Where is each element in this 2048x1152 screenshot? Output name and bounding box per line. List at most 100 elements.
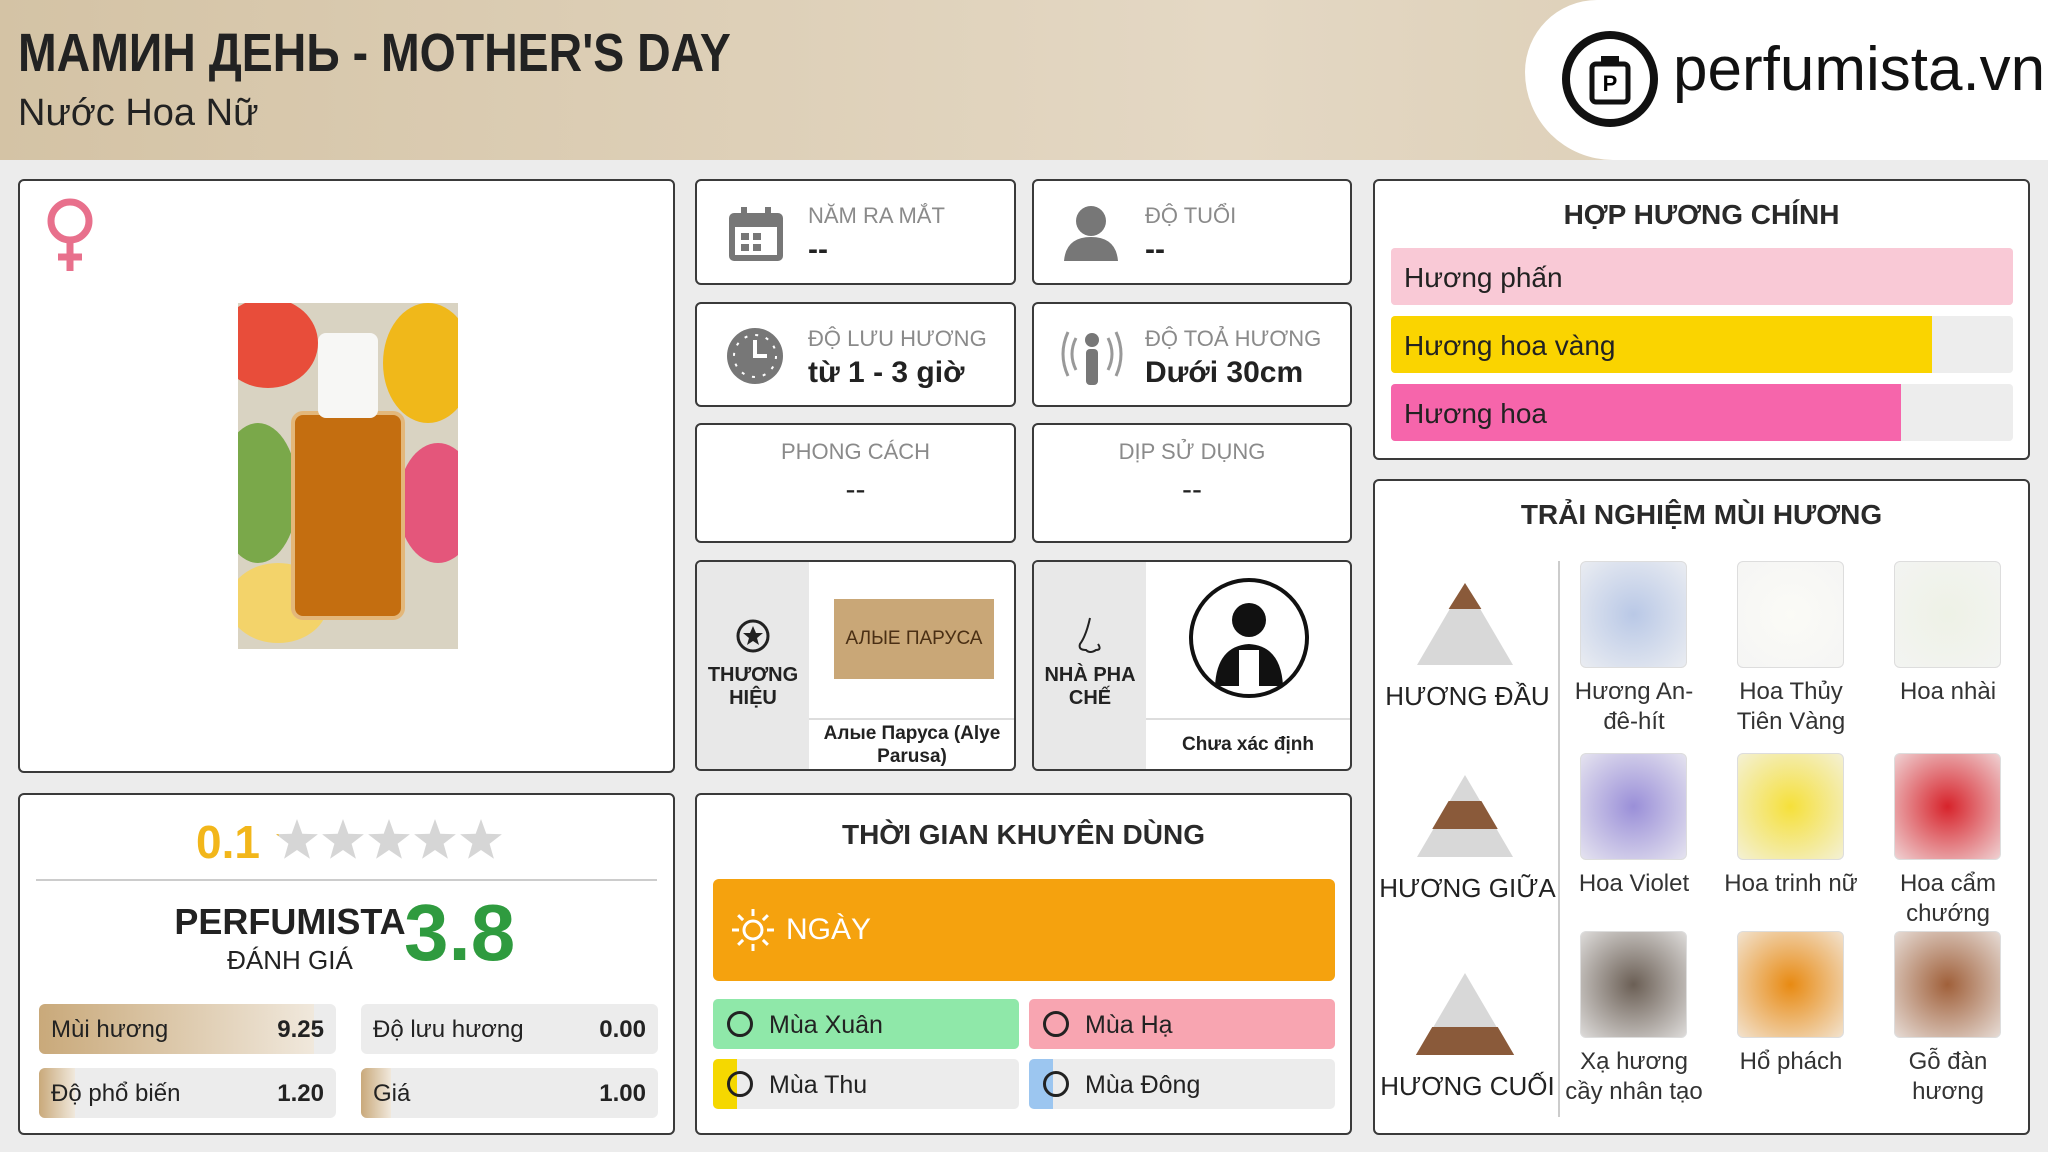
accord-bar: Hương hoa vàng <box>1391 316 2013 373</box>
brand-card: THƯƠNG HIỆU АЛЫЕ ПАРУСА Алые Паруса (Aly… <box>695 560 1016 771</box>
card-value: từ 1 - 3 giờ <box>808 356 965 389</box>
season-name: Mùa Xuân <box>769 1011 883 1039</box>
pyramid-level <box>1432 801 1498 829</box>
season-icon <box>727 1071 753 1097</box>
score-value: 1.00 <box>599 1080 646 1107</box>
card-value: -- <box>1145 233 1165 266</box>
note-name: Gỗ đàn hương <box>1908 1048 1988 1105</box>
tier-name: HƯƠNG GIỮA <box>1379 873 1556 903</box>
season-icon <box>1043 1011 1069 1037</box>
note-image <box>1894 561 2001 668</box>
sun-ray <box>737 914 745 922</box>
card-label: ĐỘ TUỔI <box>1145 203 1237 228</box>
star-rating <box>276 819 502 859</box>
pyramid <box>1417 583 1513 665</box>
notes-title: TRẢI NGHIỆM MÙI HƯƠNG <box>1520 499 1883 530</box>
note-image <box>1580 753 1687 860</box>
info-card: DỊP SỬ DỤNG -- <box>1032 423 1352 543</box>
season-fill <box>1029 999 1335 1049</box>
rating-panel: 0.1 PERFUMISTA ĐÁNH GIÁ 3.8 Mùi hương 9.2… <box>18 793 675 1135</box>
divider <box>36 879 657 881</box>
accord-fill <box>1391 316 1933 373</box>
score-value: 1.20 <box>277 1080 324 1107</box>
card-label: PHONG CÁCH <box>780 439 931 464</box>
note-name: Hoa trinh nữ <box>1724 870 1858 897</box>
star-fill <box>276 819 279 859</box>
note-image <box>1580 931 1687 1038</box>
score-fill <box>361 1068 391 1118</box>
score-fill <box>39 1004 314 1054</box>
perfumer-label: NHÀ PHA CHẾ <box>1044 664 1136 709</box>
note-image <box>1580 561 1687 668</box>
star <box>276 819 318 859</box>
title: МАМИН ДЕНЬ - MOTHER'S DAY <box>18 23 731 83</box>
accord-name: Hương hoa vàng <box>1404 330 1616 361</box>
card-value: -- <box>845 473 866 506</box>
logo-text: perfumista.vn <box>1673 35 2046 104</box>
score-bar: Độ phổ biến 1.20 <box>39 1068 336 1118</box>
score-name: Giá <box>373 1080 411 1107</box>
season-name: Mùa Hạ <box>1085 1011 1173 1039</box>
accord-bar: Hương phấn <box>1391 248 2013 305</box>
female-icon <box>47 198 93 271</box>
sun-ray <box>761 938 769 946</box>
season-bar: Mùa Đông <box>1029 1059 1335 1109</box>
card-label: ĐỘ TOẢ HƯƠNG <box>1145 326 1322 351</box>
sillage-icon <box>1061 331 1123 385</box>
perfumer-card: NHÀ PHA CHẾ Chưa xác định <box>1032 560 1352 771</box>
sun-core <box>742 919 764 941</box>
star <box>368 819 410 859</box>
card-value: -- <box>808 233 828 266</box>
score-name: Độ lưu hương <box>373 1016 524 1043</box>
season-icon <box>727 1011 753 1037</box>
score-name: Độ phổ biến <box>51 1080 181 1107</box>
card-label: ĐỘ LƯU HƯƠNG <box>808 326 987 351</box>
card-label: DỊP SỬ DỤNG <box>1118 439 1266 464</box>
tier-name: HƯƠNG CUỐI <box>1380 1071 1555 1101</box>
accord-name: Hương hoa <box>1404 398 1547 429</box>
score-value: 0.00 <box>599 1016 646 1043</box>
star <box>460 819 502 859</box>
divider <box>809 718 1014 720</box>
note-name: Xạ hương cầy nhân tạo <box>1565 1048 1703 1105</box>
pyramid-level <box>1415 1027 1515 1055</box>
pyramid-icon <box>1417 775 1513 857</box>
season-bar: Mùa Thu <box>713 1059 1019 1109</box>
day-bar: NGÀY <box>713 879 1335 981</box>
star <box>414 819 456 859</box>
note-image <box>1737 561 1844 668</box>
note-name: Hoa cẩm chướng <box>1899 870 1997 927</box>
star <box>322 819 364 859</box>
season-fill <box>713 999 1019 1049</box>
card-value: -- <box>1182 473 1202 506</box>
note-name: Hoa Thủy Tiên Vàng <box>1736 678 1846 735</box>
perfumista-score: 3.8 <box>404 888 516 977</box>
score-bar: Giá 1.00 <box>361 1068 658 1118</box>
accord-fill <box>1391 248 2013 305</box>
accord-bar: Hương hoa <box>1391 384 2013 441</box>
day-fill <box>713 879 1335 981</box>
note-name: Hương An-đê-hít <box>1574 678 1694 735</box>
info-card: ĐỘ TOẢ HƯƠNG Dưới 30cm <box>1032 302 1352 407</box>
note-image <box>1737 931 1844 1038</box>
info-card: ĐỘ LƯU HƯƠNG từ 1 - 3 giờ <box>695 302 1016 407</box>
score-name: Mùi hương <box>51 1016 169 1043</box>
season-name: Mùa Đông <box>1085 1071 1201 1099</box>
usage-title: THỜI GIAN KHUYÊN DÙNG <box>841 819 1205 850</box>
pyramid-icon <box>1415 973 1515 1055</box>
notes-panel: TRẢI NGHIỆM MÙI HƯƠNG HƯƠNG ĐẦU Hương An-… <box>1373 479 2030 1135</box>
brand-label: THƯƠNG HIỆU <box>707 664 799 709</box>
sun-icon <box>732 909 774 951</box>
perfumista-sub: ĐÁNH GIÁ <box>227 945 353 975</box>
clock-icon <box>727 328 783 384</box>
season-name: Mùa Thu <box>769 1071 868 1099</box>
divider <box>1558 561 1560 1117</box>
brand-name: Алые Паруса (Alye Parusa) <box>823 723 1001 767</box>
season-icon <box>1043 1071 1069 1097</box>
header: МАМИН ДЕНЬ - MOTHER'S DAY Nước Hoa Nữ P … <box>0 0 2048 160</box>
star-icon <box>736 619 770 653</box>
logo-icon: P <box>1562 31 1658 127</box>
perfumer-icon <box>1189 578 1309 698</box>
